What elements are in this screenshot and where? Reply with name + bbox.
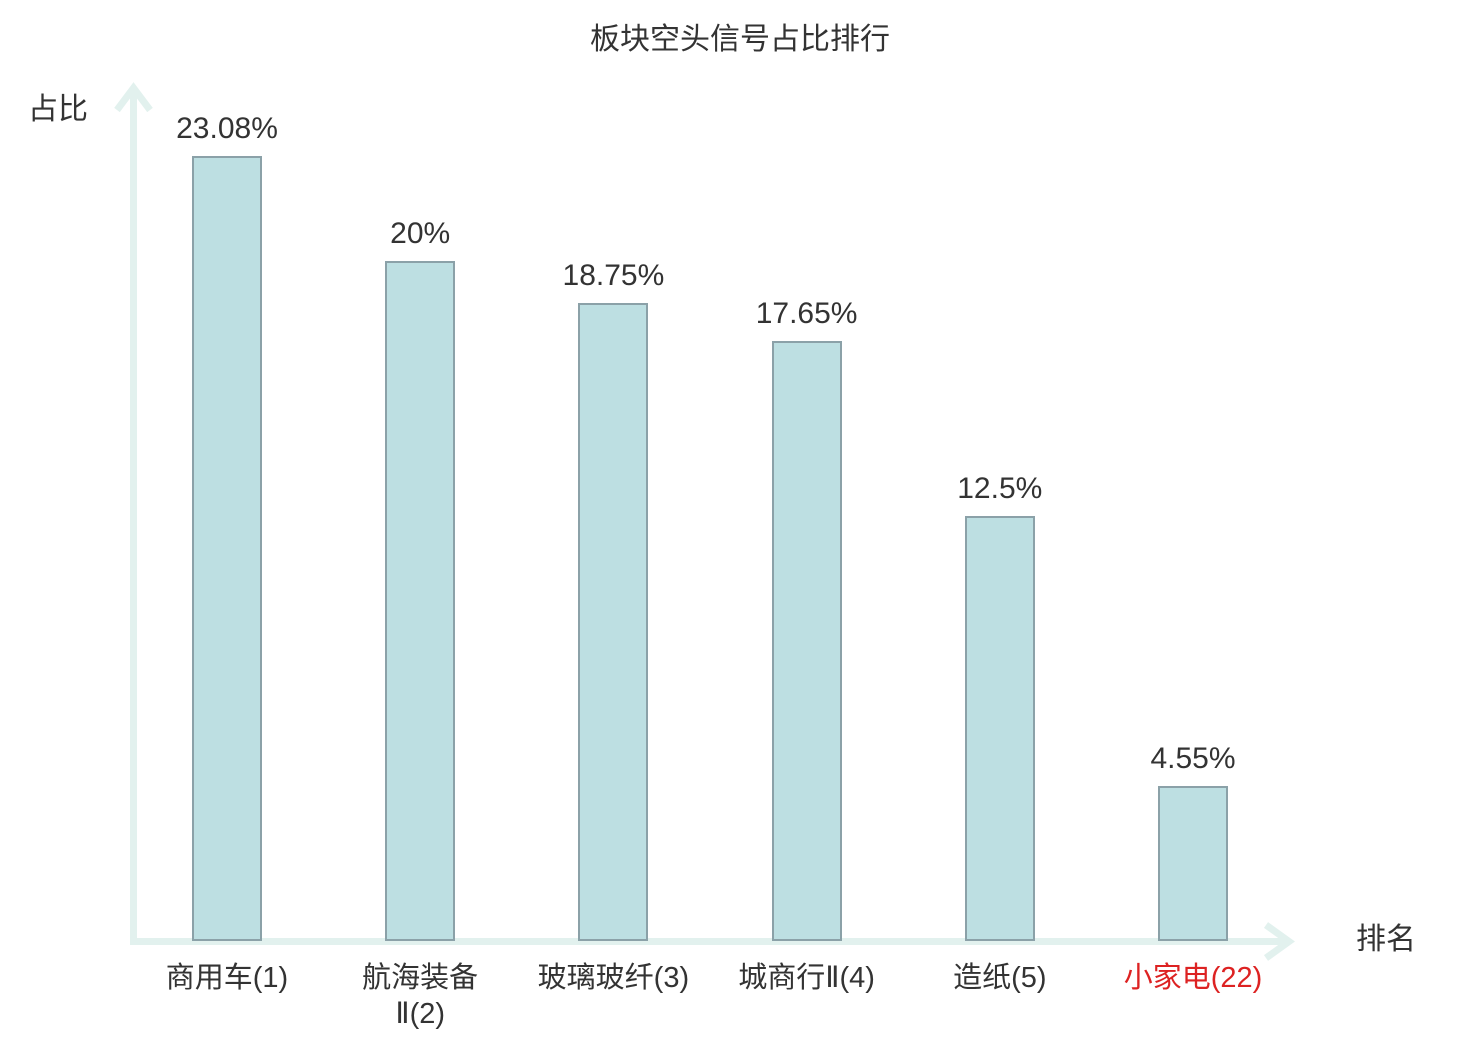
bar-category-label-line: 小家电(22) — [1123, 962, 1263, 994]
y-axis-arrow-icon — [114, 82, 153, 113]
bar-value-label: 18.75% — [562, 259, 665, 292]
bar-value-label: 17.65% — [755, 297, 858, 330]
bar — [1158, 786, 1228, 941]
bar-category-label-line: Ⅱ(2) — [395, 998, 446, 1030]
bar-category-label: 商用车(1) — [130, 960, 324, 996]
bar — [964, 516, 1035, 941]
bar-category-label: 城商行Ⅱ(4) — [710, 960, 904, 996]
bar-category-label: 航海装备 Ⅱ(2) — [323, 960, 517, 1032]
bar-category-label-line: 商用车(1) — [165, 962, 289, 994]
bar-category-label-line: 造纸(5) — [953, 962, 1047, 994]
x-axis-arrow-icon — [1263, 922, 1296, 961]
bar — [192, 156, 262, 941]
x-axis-label: 排名 — [1356, 923, 1416, 956]
bar-category-label: 造纸(5) — [903, 960, 1097, 996]
bar-category-label: 小家电(22) — [1096, 960, 1290, 996]
bar-category-label-line: 航海装备 — [362, 962, 479, 994]
bar-category-label-line: 城商行Ⅱ(4) — [738, 962, 875, 994]
bar-category-label-line: 玻璃玻纤(3) — [537, 962, 690, 994]
bar-value-label: 20% — [390, 217, 451, 250]
bar — [385, 261, 456, 941]
chart-title: 板块空头信号占比排行 — [590, 23, 890, 56]
bar — [771, 341, 842, 941]
bar-value-label: 4.55% — [1150, 742, 1236, 775]
bar-value-label: 12.5% — [957, 472, 1043, 505]
bar-value-label: 23.08% — [176, 112, 278, 145]
y-axis-label: 占比 — [28, 93, 88, 126]
bar — [578, 303, 649, 941]
bar-category-label: 玻璃玻纤(3) — [516, 960, 710, 996]
